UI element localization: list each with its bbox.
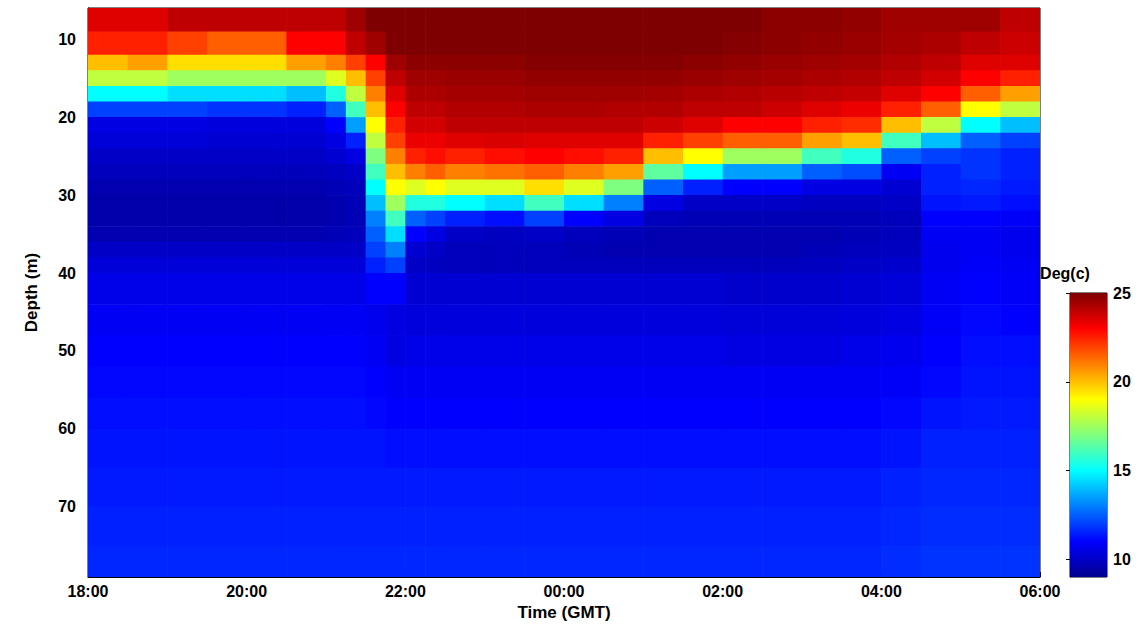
svg-text:40: 40	[58, 265, 76, 282]
svg-text:22:00: 22:00	[385, 583, 426, 600]
svg-text:50: 50	[58, 342, 76, 359]
svg-text:30: 30	[58, 187, 76, 204]
svg-text:Depth (m): Depth (m)	[22, 253, 41, 332]
svg-text:10: 10	[58, 31, 76, 48]
svg-text:15: 15	[1113, 462, 1131, 479]
svg-text:00:00: 00:00	[544, 583, 585, 600]
svg-text:04:00: 04:00	[861, 583, 902, 600]
svg-text:10: 10	[1113, 551, 1131, 568]
svg-text:60: 60	[58, 420, 76, 437]
svg-text:18:00: 18:00	[68, 583, 109, 600]
svg-text:02:00: 02:00	[702, 583, 743, 600]
svg-text:20:00: 20:00	[226, 583, 267, 600]
svg-text:70: 70	[58, 498, 76, 515]
svg-text:20: 20	[58, 109, 76, 126]
svg-text:20: 20	[1113, 373, 1131, 390]
svg-text:06:00: 06:00	[1020, 583, 1061, 600]
svg-text:Deg(c): Deg(c)	[1040, 265, 1090, 282]
svg-text:25: 25	[1113, 285, 1131, 302]
svg-text:Time (GMT): Time (GMT)	[517, 603, 610, 622]
